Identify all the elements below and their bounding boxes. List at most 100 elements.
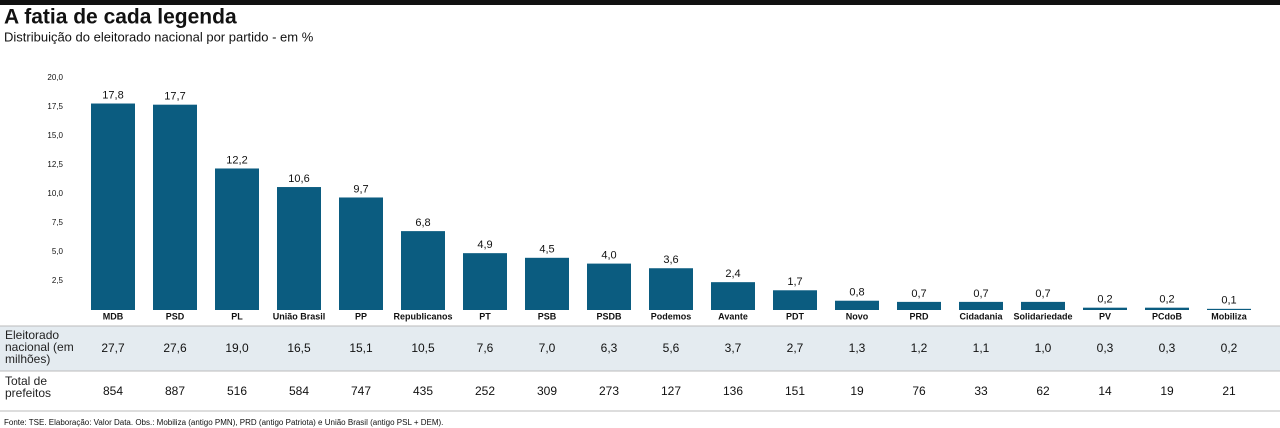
- value-label: 0,7: [973, 288, 988, 300]
- value-label: 4,0: [601, 250, 616, 262]
- value-label: 0,7: [1035, 288, 1050, 300]
- x-tick-label: Novo: [846, 311, 869, 321]
- table-cell: 27,6: [163, 341, 187, 355]
- bar: [959, 301, 1003, 310]
- bar: [1145, 307, 1189, 310]
- table-cell: 516: [226, 384, 248, 398]
- table-cell: 435: [412, 384, 434, 398]
- table-cell: 33: [974, 384, 988, 398]
- table-cell: 1,2: [910, 341, 928, 355]
- x-tick-label: Mobiliza: [1211, 311, 1247, 321]
- table-cell: 16,5: [287, 341, 311, 355]
- x-tick-label: PDT: [786, 311, 805, 321]
- table-cell: 1,0: [1034, 341, 1052, 355]
- bar: [773, 290, 817, 310]
- x-tick-label: MDB: [103, 311, 124, 321]
- table-cell: 1,1: [972, 341, 990, 355]
- table-cell: 21: [1222, 384, 1236, 398]
- y-tick-label: 17,5: [47, 102, 63, 111]
- x-tick-label: Solidariedade: [1013, 311, 1072, 321]
- table-cell: 273: [598, 384, 620, 398]
- x-tick-label: PT: [479, 311, 491, 321]
- table-cell: 14: [1098, 384, 1112, 398]
- x-tick-label: PRD: [909, 311, 929, 321]
- bar: [587, 263, 631, 310]
- bar: [711, 282, 755, 310]
- bar: [153, 104, 197, 311]
- value-label: 12,2: [226, 154, 247, 166]
- table-cell: 19: [850, 384, 864, 398]
- bar: [401, 231, 445, 310]
- y-tick-label: 10,0: [47, 189, 63, 198]
- bar: [91, 103, 135, 311]
- x-tick-label: Republicanos: [393, 311, 452, 321]
- value-label: 0,2: [1097, 294, 1112, 306]
- y-tick-label: 20,0: [47, 73, 63, 82]
- table-cell: 309: [536, 384, 558, 398]
- x-tick-label: PL: [231, 311, 243, 321]
- bar: [463, 253, 507, 310]
- table-cell: 854: [102, 384, 124, 398]
- table-cell: 19: [1160, 384, 1174, 398]
- value-label: 4,5: [539, 244, 554, 256]
- table-cell: 747: [350, 384, 372, 398]
- table-cell: 136: [722, 384, 744, 398]
- x-tick-label: Avante: [718, 311, 748, 321]
- table-cell: 887: [164, 384, 186, 398]
- value-label: 0,7: [911, 288, 926, 300]
- x-tick-label: PV: [1099, 311, 1111, 321]
- x-tick-label: União Brasil: [273, 311, 326, 321]
- table-cell: 0,3: [1158, 341, 1176, 355]
- table-cell: 584: [288, 384, 310, 398]
- value-label: 17,7: [164, 91, 185, 103]
- value-label: 0,8: [849, 287, 864, 299]
- bar: [897, 301, 941, 310]
- table-band: [0, 326, 1280, 371]
- y-tick-label: 7,5: [52, 218, 64, 227]
- bar: [1083, 307, 1127, 310]
- table-cell: 2,7: [786, 341, 804, 355]
- table-cell: 0,2: [1220, 341, 1238, 355]
- bar: [339, 197, 383, 310]
- y-tick-label: 12,5: [47, 160, 63, 169]
- x-tick-label: Podemos: [651, 311, 692, 321]
- table-cell: 127: [660, 384, 682, 398]
- table-cell: 76: [912, 384, 926, 398]
- bar: [1207, 308, 1251, 310]
- table-cell: 6,3: [600, 341, 618, 355]
- table-cell: 1,3: [848, 341, 866, 355]
- bar: [649, 268, 693, 310]
- x-tick-label: PSD: [166, 311, 185, 321]
- value-label: 1,7: [787, 276, 802, 288]
- value-label: 9,7: [353, 183, 368, 195]
- x-tick-label: PP: [355, 311, 367, 321]
- bar: [525, 257, 569, 310]
- y-tick-label: 5,0: [52, 247, 64, 256]
- bar: [277, 187, 321, 310]
- y-tick-label: 2,5: [52, 276, 64, 285]
- bar: [1021, 301, 1065, 310]
- chart-subtitle: Distribuição do eleitorado nacional por …: [4, 29, 314, 44]
- value-label: 2,4: [725, 268, 740, 280]
- x-tick-label: PSDB: [596, 311, 622, 321]
- x-tick-label: Cidadania: [959, 311, 1003, 321]
- row-label: Eleitorado nacional (em milhões): [5, 328, 74, 366]
- x-tick-label: PSB: [538, 311, 557, 321]
- table-cell: 151: [784, 384, 806, 398]
- value-label: 3,6: [663, 254, 678, 266]
- chart-title: A fatia de cada legenda: [4, 6, 237, 29]
- bar: [215, 168, 259, 310]
- row-label: Total de prefeitos: [5, 374, 52, 400]
- bar: [835, 300, 879, 310]
- table-cell: 10,5: [411, 341, 435, 355]
- table-cell: 15,1: [349, 341, 373, 355]
- table-cell: 62: [1036, 384, 1050, 398]
- table-cell: 7,0: [538, 341, 556, 355]
- value-label: 0,2: [1159, 294, 1174, 306]
- table-cell: 252: [474, 384, 496, 398]
- table-cell: 19,0: [225, 341, 249, 355]
- source-note: Fonte: TSE. Elaboração: Valor Data. Obs.…: [4, 418, 443, 427]
- table-cell: 3,7: [724, 341, 742, 355]
